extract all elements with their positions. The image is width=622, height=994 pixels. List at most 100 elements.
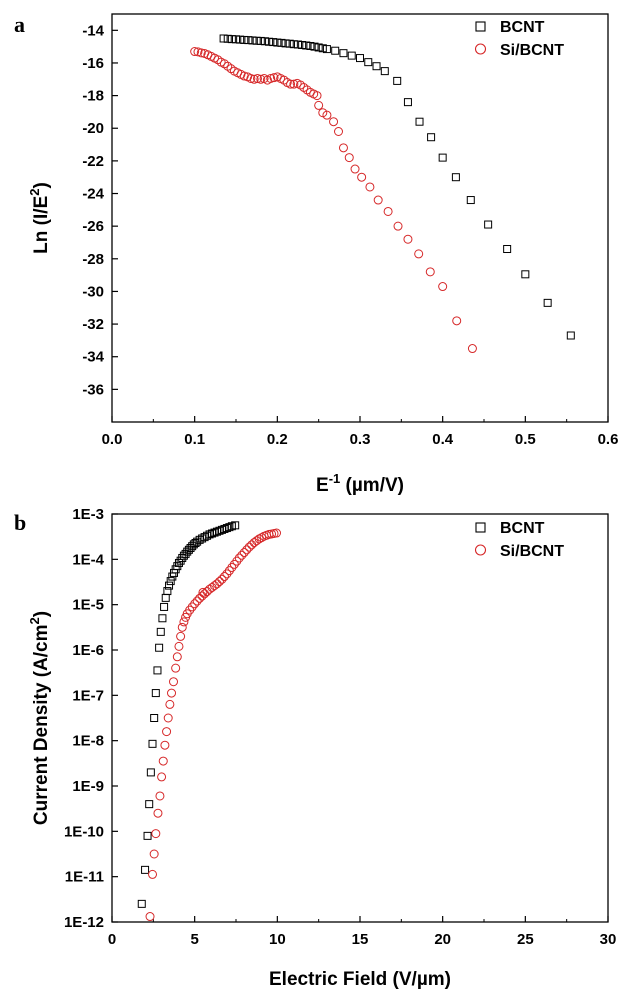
panel-b-point-bcnt xyxy=(231,521,240,530)
panel-a-point-bcnt xyxy=(484,220,493,229)
panel-a-point-bcnt xyxy=(256,36,265,45)
panel-a-y-tick-label: -28 xyxy=(82,251,104,268)
panel-b-x-tick-label: 20 xyxy=(434,931,451,948)
panel-a-point-si-bcnt xyxy=(252,73,262,83)
panel-b-point-bcnt xyxy=(155,643,164,652)
panel-b-point-si-bcnt xyxy=(158,756,168,766)
panel-b-point-si-bcnt xyxy=(162,727,172,737)
panel-b-y-tick-label: 1E-4 xyxy=(72,551,104,568)
panel-b-point-si-bcnt xyxy=(179,617,189,627)
panel-a-point-bcnt xyxy=(521,270,530,279)
panel-b-point-si-bcnt xyxy=(217,574,227,584)
panel-b-point-si-bcnt xyxy=(172,652,182,662)
panel-a-point-bcnt xyxy=(310,42,319,51)
panel-a-point-bcnt xyxy=(438,153,447,162)
panel-b-point-si-bcnt xyxy=(165,699,175,709)
panel-a-x-tick-label: 0.2 xyxy=(267,431,288,448)
panel-a-point-bcnt xyxy=(227,35,236,44)
panel-b-point-si-bcnt xyxy=(242,545,252,555)
panel-a-point-si-bcnt xyxy=(365,182,375,192)
panel-b-label: b xyxy=(14,510,26,535)
panel-a-point-bcnt xyxy=(285,39,294,48)
panel-a-point-bcnt xyxy=(380,67,389,76)
panel-b-y-tick-label: 1E-6 xyxy=(72,642,104,659)
panel-a-point-bcnt xyxy=(302,41,311,50)
panel-b-x-tick-label: 25 xyxy=(517,931,534,948)
panel-b-legend: BCNT Si/BCNT xyxy=(474,520,564,560)
panel-a-x-tick-label: 0.0 xyxy=(102,431,123,448)
panel-b-point-si-bcnt xyxy=(169,677,179,687)
panel-a-point-bcnt xyxy=(393,76,402,85)
panel-a-x-tick-label: 0.6 xyxy=(598,431,619,448)
panel-a-point-bcnt xyxy=(364,58,373,67)
panel-b-point-si-bcnt xyxy=(227,562,237,572)
panel-a-point-bcnt xyxy=(232,35,240,44)
panel-b-point-si-bcnt xyxy=(198,587,208,597)
panel-b-point-si-bcnt xyxy=(190,599,200,609)
panel-b-point-si-bcnt xyxy=(163,713,173,723)
panel-b-point-si-bcnt xyxy=(145,912,155,922)
legend-b-si-bcnt-marker xyxy=(474,544,487,556)
panel-a-y-tick-label: -30 xyxy=(82,283,104,300)
panel-a-y-axis: -14 -16 -18 -20 -22 -24 -26 -28 -30 -32 -34 -36 xyxy=(82,22,118,398)
panel-b-x-tick-label: 10 xyxy=(269,931,286,948)
panel-b-y-tick-label: 1E-10 xyxy=(64,823,104,840)
panel-a-y-tick-label: -20 xyxy=(82,120,104,137)
panel-a-x-tick-label: 0.3 xyxy=(350,431,371,448)
panel-a-point-si-bcnt xyxy=(425,267,435,277)
panel-a-point-bcnt xyxy=(403,98,412,107)
panel-a-y-tick-label: -24 xyxy=(82,186,104,203)
panel-b-point-bcnt xyxy=(225,523,234,532)
panel-b-point-bcnt xyxy=(158,614,167,623)
panel-b-point-bcnt xyxy=(166,577,175,586)
panel-a-point-si-bcnt xyxy=(452,316,462,326)
panel-a-y-axis-title: Ln (I/E2) xyxy=(27,182,52,254)
panel-b-point-si-bcnt xyxy=(232,556,242,566)
panel-b-point-si-bcnt xyxy=(177,622,187,632)
panel-a-x-tick-label: 0.4 xyxy=(432,431,454,448)
legend-b-bcnt-marker xyxy=(475,522,486,533)
panel-a-point-bcnt xyxy=(503,245,512,254)
panel-b-y-tick-label: 1E-9 xyxy=(72,778,104,795)
panel-a-point-bcnt xyxy=(289,40,298,49)
panel-b-point-si-bcnt xyxy=(237,550,247,560)
panel-a-point-si-bcnt xyxy=(373,195,383,205)
panel-a-point-bcnt xyxy=(339,49,348,58)
panel-b-y-tick-label: 1E-12 xyxy=(64,914,104,931)
panel-b-point-si-bcnt xyxy=(171,663,181,673)
panel-b-point-bcnt xyxy=(151,689,160,698)
panel-a-point-si-bcnt xyxy=(414,249,424,259)
panel-b-point-si-bcnt xyxy=(272,528,282,538)
legend-b-si-bcnt-label: Si/BCNT xyxy=(500,543,564,560)
panel-a-x-axis: 0.0 0.1 0.2 0.3 0.4 0.5 0.6 xyxy=(102,416,619,448)
panel-b-point-si-bcnt xyxy=(200,589,210,599)
panel-b-point-si-bcnt xyxy=(254,534,264,544)
panel-b-point-si-bcnt xyxy=(148,869,158,879)
panel-a-point-si-bcnt xyxy=(246,73,256,83)
legend-a-si-bcnt-label: Si/BCNT xyxy=(500,42,564,59)
panel-a-point-bcnt xyxy=(372,62,381,71)
panel-a-point-si-bcnt xyxy=(190,47,200,57)
legend-a-bcnt-label: BCNT xyxy=(500,19,545,36)
panel-a-markers xyxy=(190,34,575,354)
panel-a-point-si-bcnt xyxy=(357,172,367,182)
panel-a-y-tick-label: -14 xyxy=(82,22,104,39)
panel-a-y-tick-label: -16 xyxy=(82,55,104,72)
panel-a-point-bcnt xyxy=(347,51,356,60)
legend-b-bcnt-label: BCNT xyxy=(500,520,545,537)
panel-a-point-si-bcnt xyxy=(286,79,296,89)
panel-b-point-si-bcnt xyxy=(214,577,224,587)
panel-a-plot-frame xyxy=(111,13,609,423)
panel-b-point-si-bcnt xyxy=(252,536,262,546)
panel-a-point-bcnt xyxy=(248,36,257,45)
panel-a-y-tick-label: -32 xyxy=(82,316,104,333)
panel-a-point-si-bcnt xyxy=(403,234,413,244)
panel-a-point-bcnt xyxy=(244,36,253,45)
legend-a-si-bcnt-marker xyxy=(474,43,487,55)
panel-b-point-si-bcnt xyxy=(197,591,207,601)
panel-b-y-tick-label: 1E-8 xyxy=(72,733,104,750)
panel-a-point-bcnt xyxy=(415,117,424,126)
panel-b-point-si-bcnt xyxy=(149,849,159,859)
panel-b-point-si-bcnt xyxy=(151,829,161,839)
